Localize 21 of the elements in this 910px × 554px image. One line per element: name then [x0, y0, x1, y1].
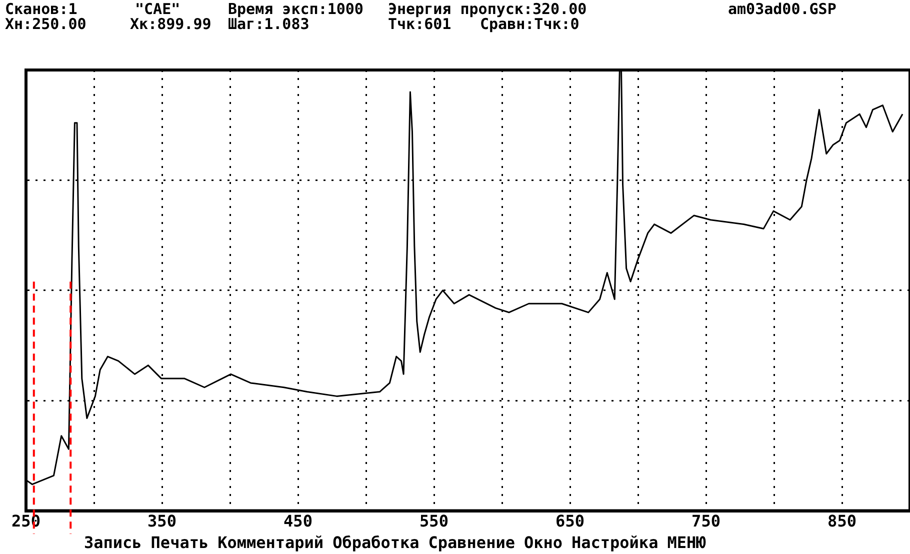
text: Xн:250.00 — [5, 15, 86, 33]
x-tick-label: 450 — [284, 512, 312, 531]
text: Xк:899.99 — [130, 15, 212, 33]
text: "CAE" — [135, 0, 180, 18]
text: Печать — [150, 533, 209, 552]
text: Энергия пропуск:320.00 — [388, 0, 587, 18]
text: МЕНЮ — [667, 533, 706, 552]
x-tick-label: 550 — [420, 512, 448, 531]
text: Время эксп:1000 — [228, 0, 364, 18]
x-tick-label: 750 — [692, 512, 720, 531]
x-tick-label: 350 — [148, 512, 176, 531]
text: Запись — [84, 533, 142, 552]
text: Комментарий — [218, 533, 324, 552]
x-tick-label: 650 — [556, 512, 584, 531]
text: Сравнение — [428, 533, 515, 552]
text: Настройка — [572, 533, 658, 552]
text: Окно — [524, 533, 562, 552]
text: Сканов:1 — [5, 0, 78, 18]
text: am03ad00.GSP — [728, 0, 836, 18]
text: Обработка — [332, 533, 420, 552]
x-tick-label: 850 — [828, 512, 856, 531]
